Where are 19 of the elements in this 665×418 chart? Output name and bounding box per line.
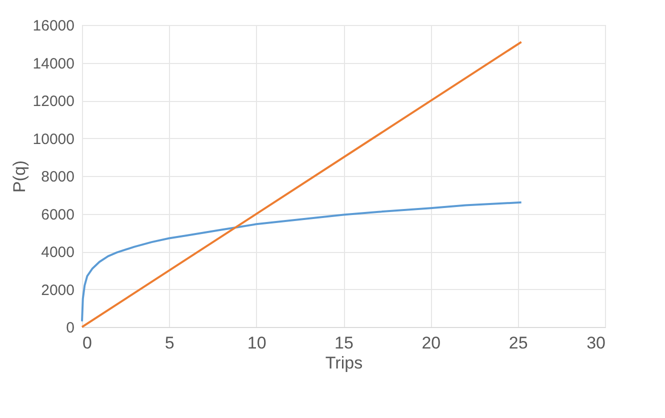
x-tick-label: 30 [586, 334, 606, 352]
y-tick-label: 8000 [41, 168, 74, 186]
y-tick-label: 10000 [32, 130, 74, 148]
y-tick-label: 16000 [32, 18, 74, 34]
y-tick-label: 2000 [41, 282, 74, 299]
x-tick-label: 10 [247, 334, 266, 352]
y-tick-label: 12000 [32, 93, 74, 110]
x-tick-label: 0 [82, 334, 92, 352]
y-tick-label: 14000 [32, 55, 74, 72]
y-tick-label: 0 [66, 320, 74, 336]
y-axis-title: P(q) [10, 160, 29, 193]
line-series [81, 201, 522, 322]
y-tick-label: 4000 [41, 244, 74, 261]
x-axis-title: Trips [325, 354, 363, 372]
y-tick-label: 6000 [41, 206, 74, 224]
x-tick-label: 25 [508, 334, 528, 352]
x-tick-label: 15 [334, 334, 354, 352]
x-tick-label: 5 [164, 334, 174, 352]
x-tick-label: 20 [422, 334, 441, 352]
